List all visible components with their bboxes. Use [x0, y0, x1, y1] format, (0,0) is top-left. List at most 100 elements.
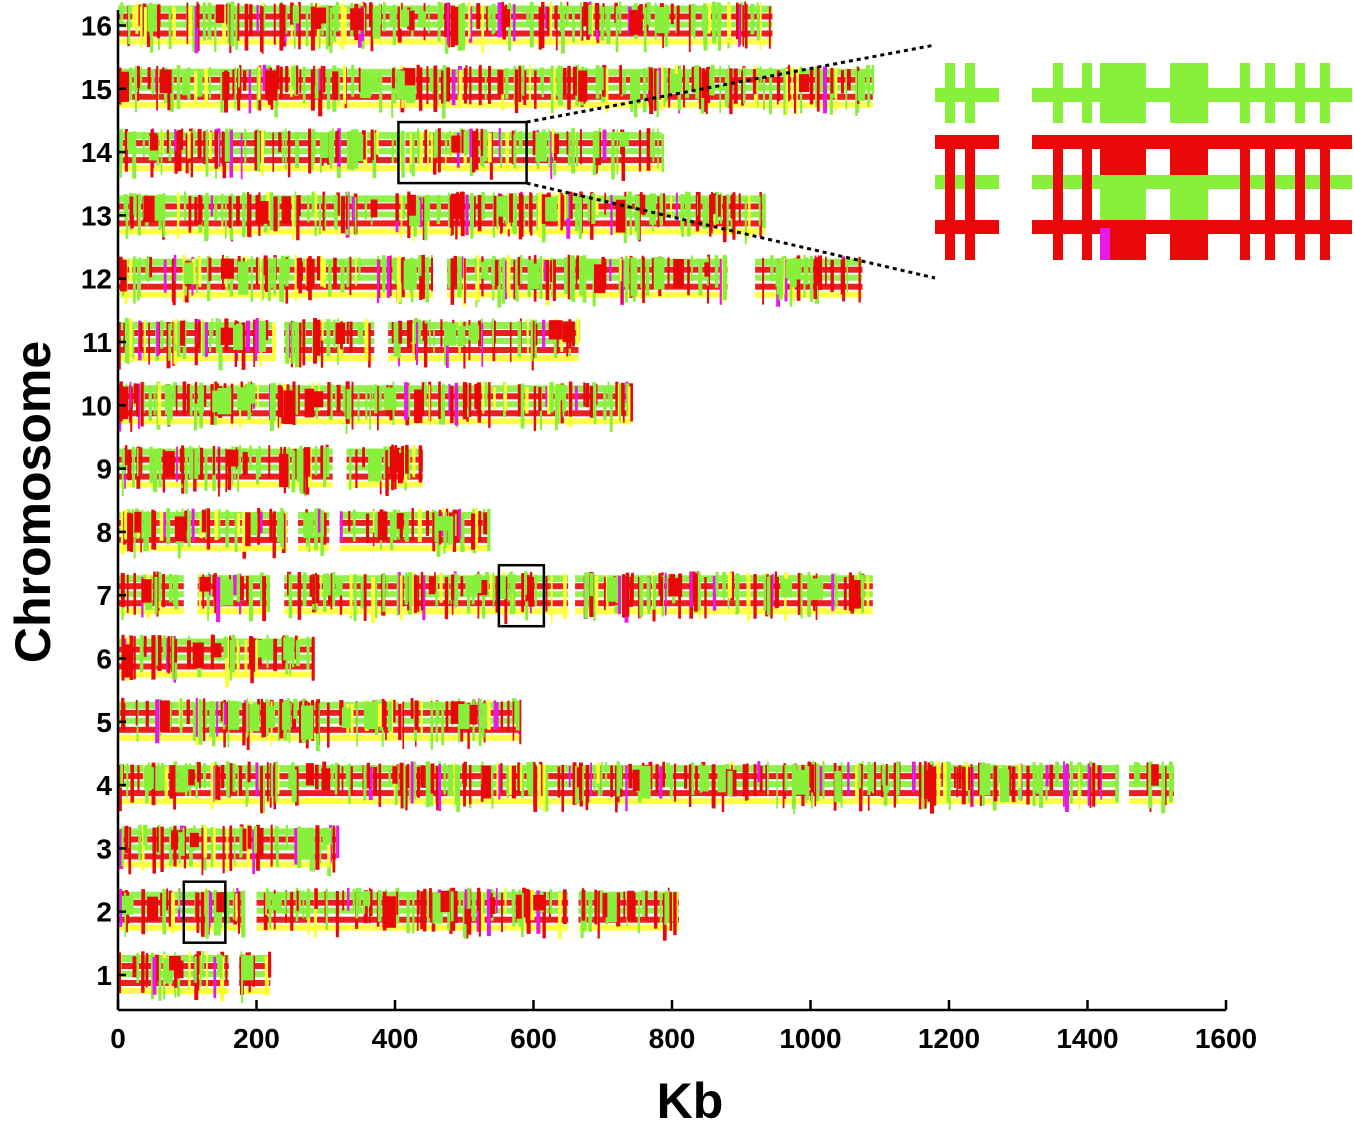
track-band [118, 93, 873, 100]
feature-block [450, 193, 461, 220]
feature-mark [520, 383, 525, 429]
feature-mark [174, 131, 178, 174]
feature-mark [272, 382, 276, 422]
feature-mark [533, 319, 537, 359]
feature-mark [211, 318, 214, 342]
feature-mark [118, 701, 121, 726]
feature-mark [744, 3, 748, 49]
feature-mark [141, 951, 145, 993]
feature-mark [430, 701, 434, 750]
feature-mark [605, 67, 609, 113]
feature-mark [236, 196, 240, 226]
feature-mark [406, 320, 411, 349]
feature-mark [504, 887, 507, 915]
feature-mark [654, 2, 657, 40]
feature-mark [187, 67, 191, 100]
track-segment [284, 571, 569, 625]
feature-mark [796, 67, 800, 90]
feature-mark [320, 445, 324, 476]
track-band [339, 527, 489, 534]
feature-mark [526, 6, 530, 28]
feature-mark [466, 385, 471, 418]
feature-mark [329, 7, 333, 54]
feature-mark [268, 891, 272, 929]
feature-mark [593, 764, 596, 792]
feature-mark [753, 574, 757, 619]
feature-mark [263, 255, 268, 276]
feature-block [639, 765, 651, 799]
feature-mark [302, 572, 307, 607]
feature-mark [127, 449, 132, 481]
track-band [118, 536, 288, 543]
feature-mark [491, 3, 496, 33]
feature-mark [298, 384, 300, 414]
feature-mark [715, 257, 718, 286]
feature-mark [712, 575, 717, 611]
feature-mark [602, 129, 607, 160]
track-band [284, 591, 569, 598]
feature-mark [199, 447, 204, 480]
feature-mark [136, 447, 139, 477]
feature-block [649, 193, 657, 225]
track-band [118, 418, 631, 425]
track-band [239, 988, 271, 994]
feature-mark [225, 448, 228, 493]
feature-mark [476, 892, 480, 932]
feature-mark [579, 255, 584, 296]
feature-mark [342, 387, 346, 413]
feature-mark [554, 133, 558, 161]
feature-mark [1045, 764, 1049, 787]
feature-mark [202, 951, 205, 979]
feature-mark [810, 764, 815, 793]
feature-block [292, 5, 299, 24]
feature-mark [757, 7, 760, 41]
feature-block [632, 70, 641, 105]
feature-mark [599, 890, 604, 912]
feature-mark [192, 130, 196, 155]
feature-block [704, 262, 710, 277]
feature-mark [345, 195, 348, 230]
feature-mark [217, 448, 220, 497]
feature-mark [206, 951, 208, 995]
feature-block [363, 701, 378, 730]
feature-mark [543, 260, 547, 282]
track-band [118, 228, 766, 235]
track-segment [446, 254, 728, 308]
feature-mark [695, 765, 698, 791]
feature-mark [264, 260, 268, 292]
feature-mark [447, 260, 451, 289]
feature-mark [619, 257, 622, 282]
feature-block [341, 707, 351, 728]
feature-mark [1026, 765, 1030, 805]
feature-block [352, 134, 364, 162]
feature-mark [690, 4, 694, 37]
feature-mark [576, 318, 580, 345]
feature-mark [391, 446, 395, 482]
feature-block [181, 74, 189, 96]
feature-block [701, 6, 709, 32]
feature-mark [563, 573, 567, 620]
feature-mark [361, 130, 366, 160]
feature-block [382, 896, 396, 928]
feature-mark [619, 64, 622, 95]
y-tick-label: 14 [81, 137, 113, 168]
feature-mark [287, 698, 290, 730]
feature-mark [336, 192, 340, 216]
feature-mark [381, 698, 385, 728]
feature-mark [133, 256, 136, 304]
feature-mark [730, 195, 735, 219]
feature-mark [369, 384, 372, 430]
feature-mark [216, 701, 219, 737]
feature-mark [603, 577, 606, 611]
feature-mark [227, 2, 230, 44]
feature-mark [406, 892, 410, 934]
feature-mark [237, 447, 240, 493]
feature-mark [464, 258, 466, 304]
feature-mark [497, 2, 502, 38]
feature-mark [770, 575, 773, 619]
feature-mark [512, 4, 516, 42]
feature-mark [759, 2, 762, 50]
feature-mark [1087, 763, 1091, 806]
feature-mark [658, 573, 662, 596]
feature-mark [468, 6, 473, 43]
